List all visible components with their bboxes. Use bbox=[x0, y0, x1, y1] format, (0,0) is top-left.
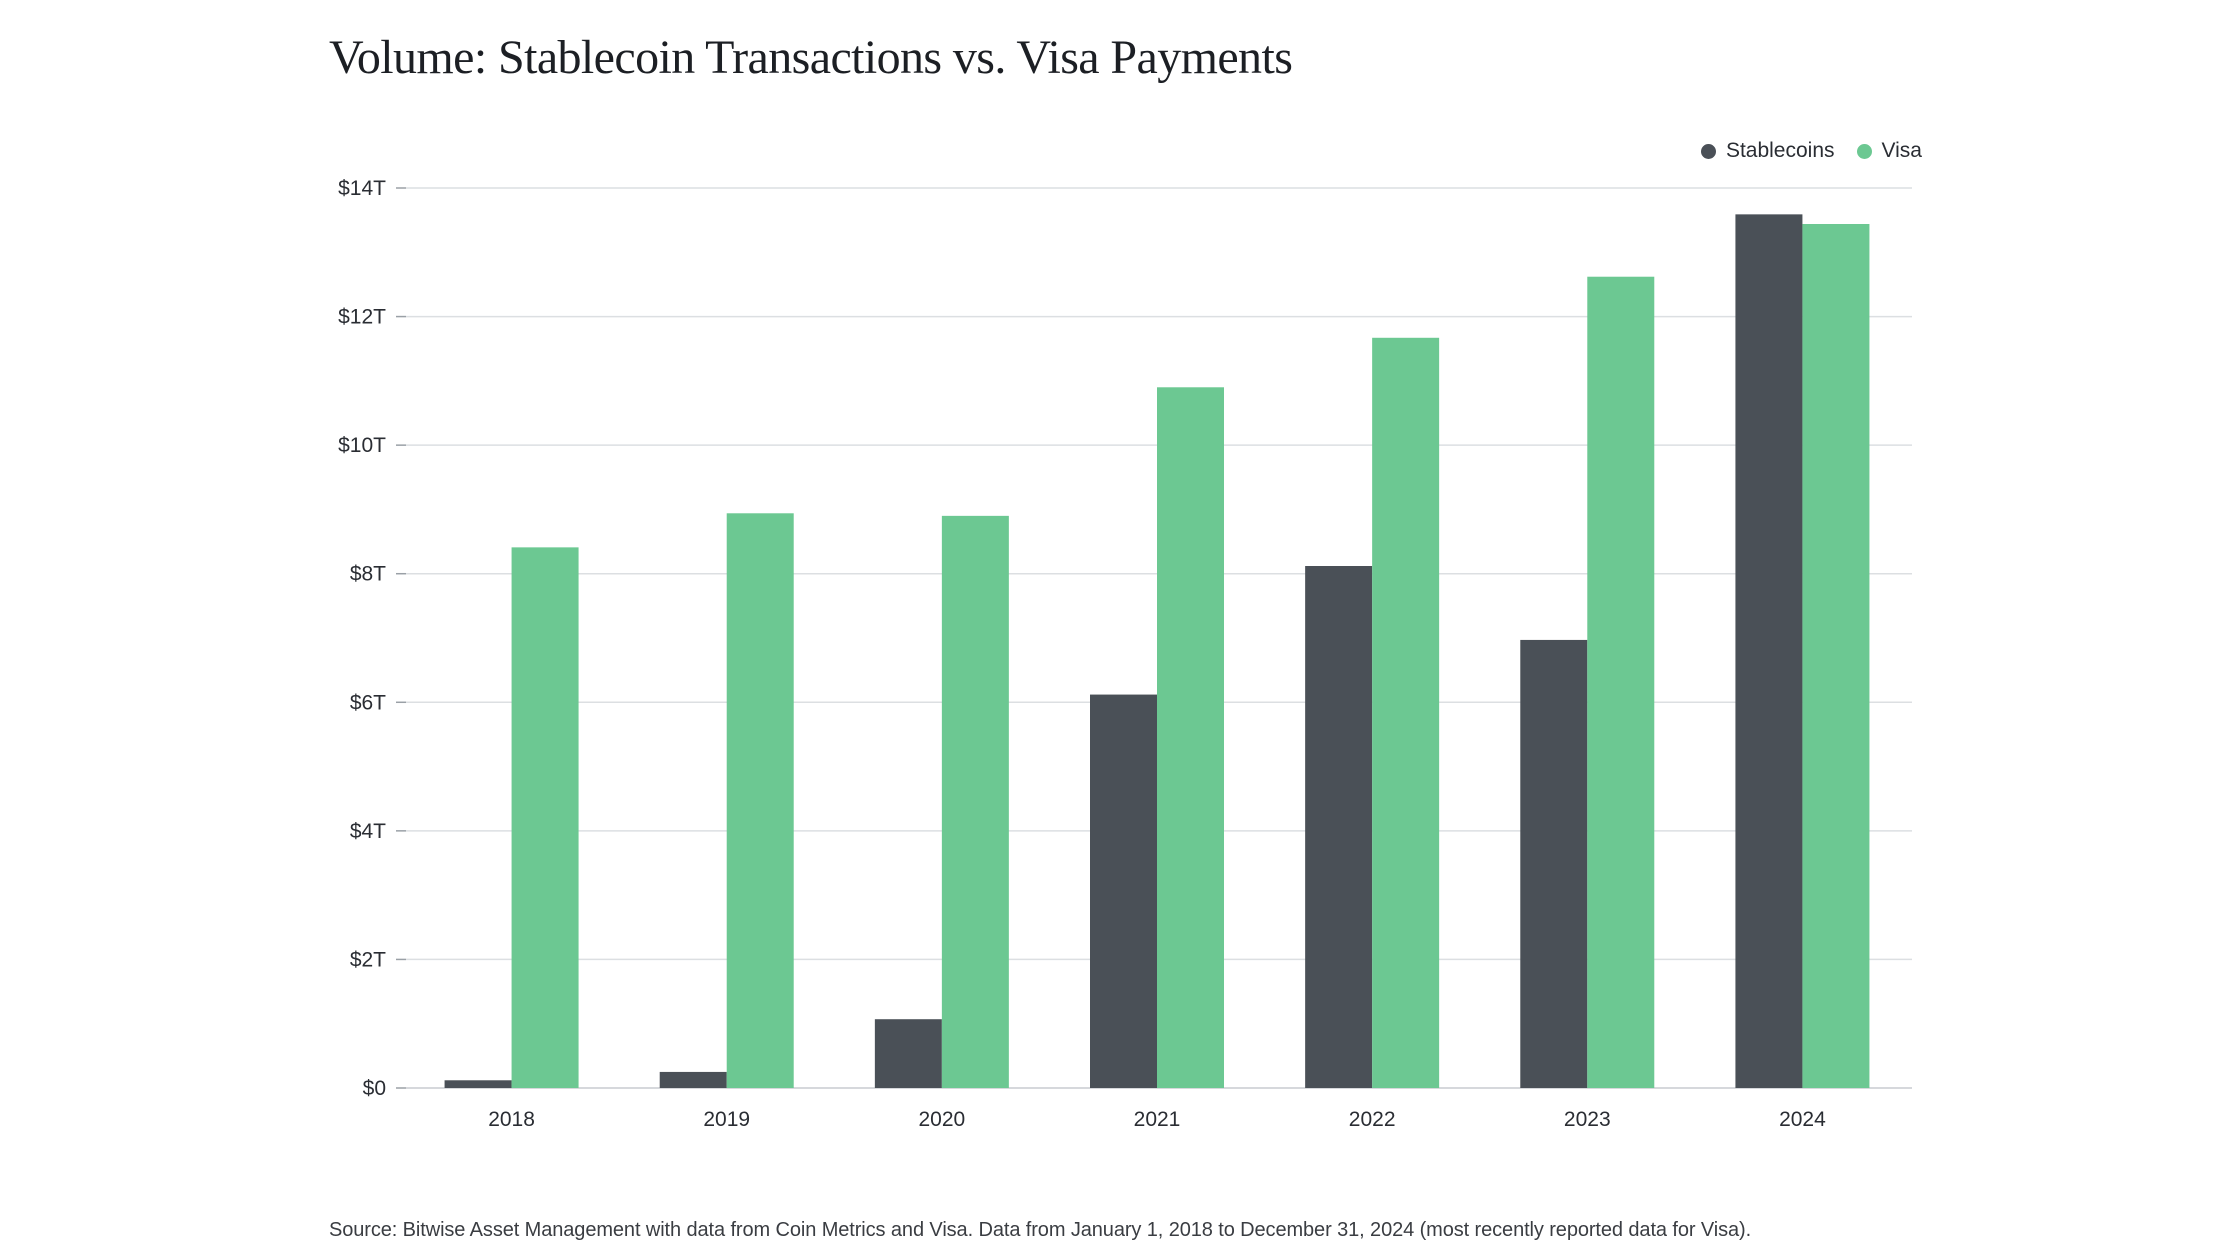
bar-stablecoins-2020 bbox=[874, 1019, 942, 1088]
bars bbox=[444, 214, 1870, 1088]
y-tick-label: $8T bbox=[350, 563, 386, 586]
bar-visa-2019 bbox=[726, 513, 794, 1088]
y-tick-label: $0 bbox=[363, 1077, 386, 1100]
legend-item-stablecoins: Stablecoins bbox=[1700, 139, 1835, 163]
x-tick-label: 2024 bbox=[1779, 1108, 1826, 1131]
bar-stablecoins-2021 bbox=[1090, 694, 1157, 1088]
y-tick-label: $10T bbox=[338, 434, 386, 457]
y-tick-label: $12T bbox=[338, 306, 386, 329]
legend-dot-stablecoins bbox=[1700, 143, 1716, 159]
bar-visa-2021 bbox=[1157, 387, 1224, 1088]
legend-item-visa: Visa bbox=[1856, 139, 1922, 163]
x-tick-label: 2020 bbox=[918, 1108, 965, 1131]
x-tick-label: 2018 bbox=[488, 1108, 535, 1131]
legend-dot-visa bbox=[1856, 143, 1872, 159]
bar-visa-2018 bbox=[511, 547, 579, 1088]
legend-label-visa: Visa bbox=[1881, 139, 1922, 162]
chart-title: Volume: Stablecoin Transactions vs. Visa… bbox=[329, 31, 1293, 84]
bar-visa-2020 bbox=[941, 515, 1009, 1088]
bar-visa-2022 bbox=[1372, 337, 1440, 1088]
x-tick-label: 2019 bbox=[703, 1108, 750, 1131]
legend-label-stablecoins: Stablecoins bbox=[1725, 139, 1835, 162]
bar-stablecoins-2023 bbox=[1520, 639, 1588, 1088]
chart-legend: Stablecoins Visa bbox=[1679, 139, 1922, 163]
bar-stablecoins-2022 bbox=[1305, 566, 1373, 1088]
bar-stablecoins-2019 bbox=[659, 1071, 727, 1088]
x-tick-label: 2022 bbox=[1349, 1108, 1396, 1131]
bar-visa-2024 bbox=[1802, 224, 1870, 1088]
bar-visa-2023 bbox=[1587, 276, 1655, 1088]
x-tick-label: 2023 bbox=[1564, 1108, 1611, 1131]
y-tick-label: $4T bbox=[350, 820, 386, 843]
bar-stablecoins-2024 bbox=[1735, 214, 1803, 1088]
y-tick-label: $2T bbox=[350, 948, 386, 971]
y-tick-label: $14T bbox=[338, 177, 386, 200]
source-note: Source: Bitwise Asset Management with da… bbox=[329, 1219, 1752, 1241]
x-tick-label: 2021 bbox=[1134, 1108, 1181, 1131]
axis-labels: $0 $2T $4T $6T $8T $10T $12T $14T 2018 2019 2020 20… bbox=[338, 177, 1826, 1131]
bar-stablecoins-2018 bbox=[444, 1080, 512, 1088]
y-tick-label: $6T bbox=[350, 691, 386, 714]
